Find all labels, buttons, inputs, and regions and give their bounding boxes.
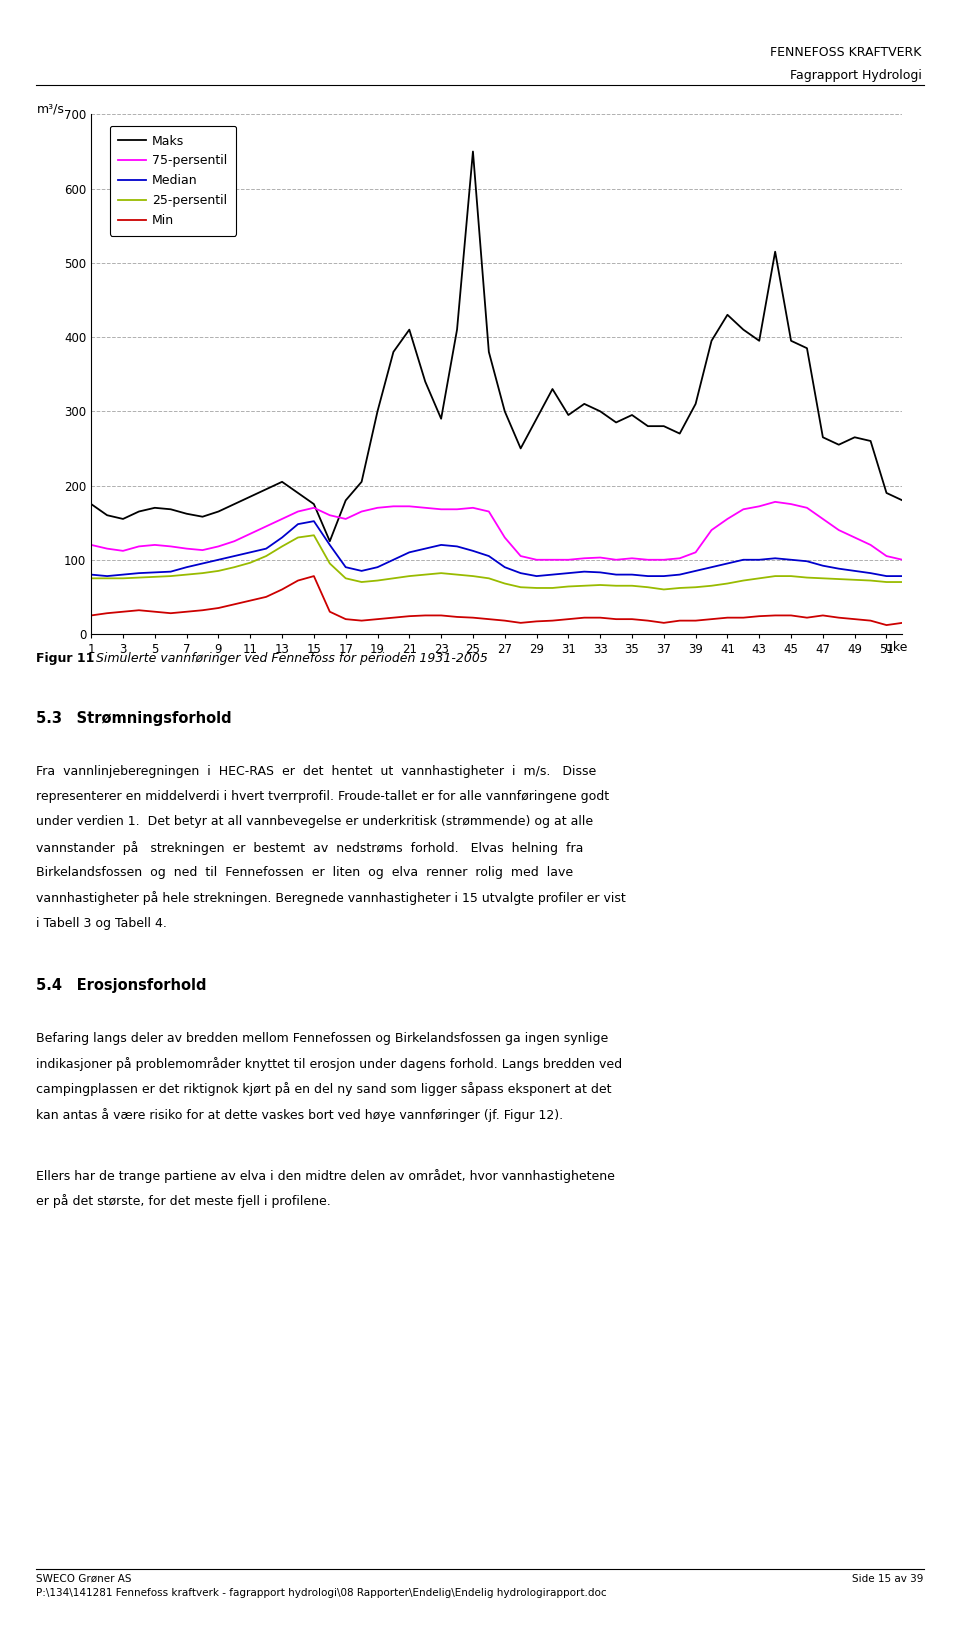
Text: FENNEFOSS KRAFTVERK: FENNEFOSS KRAFTVERK [770, 46, 922, 59]
75-persentil [594, 547, 606, 567]
Text: Ellers har de trange partiene av elva i den midtre delen av området, hvor vannha: Ellers har de trange partiene av elva i … [36, 1170, 615, 1183]
Maks [546, 379, 558, 399]
25-persentil [626, 575, 637, 595]
Maks [324, 531, 336, 551]
25-persentil [594, 575, 606, 595]
75-persentil [515, 546, 526, 565]
Maks [388, 342, 399, 361]
Min [308, 567, 320, 587]
Text: 5.4 Erosjonsforhold: 5.4 Erosjonsforhold [36, 979, 207, 993]
Min [897, 613, 908, 632]
Text: Simulerte vannføringer ved Fennefoss for perioden 1931-2005: Simulerte vannføringer ved Fennefoss for… [92, 652, 488, 665]
Line: 25-persentil: 25-persentil [91, 536, 902, 590]
Text: kan antas å være risiko for at dette vaskes bort ved høye vannføringer (jf. Figu: kan antas å være risiko for at dette vas… [36, 1108, 564, 1123]
Min [531, 611, 542, 631]
Text: er på det største, for det meste fjell i profilene.: er på det største, for det meste fjell i… [36, 1194, 331, 1209]
25-persentil [897, 572, 908, 592]
75-persentil [85, 534, 97, 554]
25-persentil [483, 569, 494, 588]
Min [880, 616, 892, 636]
Median [897, 567, 908, 587]
25-persentil [531, 578, 542, 598]
Text: under verdien 1.  Det betyr at all vannbevegelse er underkritisk (strømmende) og: under verdien 1. Det betyr at all vannbe… [36, 815, 593, 828]
75-persentil [626, 549, 637, 569]
75-persentil [531, 551, 542, 570]
Min [149, 601, 160, 621]
Median [642, 567, 654, 587]
25-persentil [85, 569, 97, 588]
Maks [642, 417, 654, 436]
Min [388, 608, 399, 627]
Text: Side 15 av 39: Side 15 av 39 [852, 1574, 924, 1583]
75-persentil [468, 498, 479, 518]
Maks [499, 402, 511, 422]
Text: Befaring langs deler av bredden mellom Fennefossen og Birkelandsfossen ga ingen : Befaring langs deler av bredden mellom F… [36, 1033, 609, 1044]
25-persentil [658, 580, 669, 600]
75-persentil [372, 498, 383, 518]
75-persentil [769, 492, 780, 511]
Median [102, 567, 113, 587]
Text: indikasjoner på problemområder knyttet til erosjon under dagens forhold. Langs b: indikasjoner på problemområder knyttet t… [36, 1057, 623, 1072]
Min [483, 609, 494, 629]
75-persentil [149, 534, 160, 554]
Median [546, 565, 558, 585]
Maks [897, 490, 908, 510]
Text: P:\134\141281 Fennefoss kraftverk - fagrapport hydrologi\08 Rapporter\Endelig\En: P:\134\141281 Fennefoss kraftverk - fagr… [36, 1588, 607, 1598]
Median [499, 557, 511, 577]
Text: Fra  vannlinjeberegningen  i  HEC-RAS  er  det  hentet  ut  vannhastigheter  i  : Fra vannlinjeberegningen i HEC-RAS er de… [36, 765, 597, 778]
Text: Figur 11: Figur 11 [36, 652, 95, 665]
Text: SWECO Grøner AS: SWECO Grøner AS [36, 1574, 132, 1583]
Legend: Maks, 75-persentil, Median, 25-persentil, Min: Maks, 75-persentil, Median, 25-persentil… [109, 126, 236, 235]
Text: 5.3 Strømningsforhold: 5.3 Strømningsforhold [36, 711, 232, 725]
Line: 75-persentil: 75-persentil [91, 502, 902, 560]
Maks [149, 498, 160, 518]
Min [85, 606, 97, 626]
Text: m³/s: m³/s [36, 103, 64, 116]
Text: campingplassen er det riktignok kjørt på en del ny sand som ligger såpass ekspon: campingplassen er det riktignok kjørt på… [36, 1083, 612, 1096]
Line: Median: Median [91, 521, 902, 577]
Line: Maks: Maks [91, 152, 902, 541]
Text: Birkelandsfossen  og  ned  til  Fennefossen  er  liten  og  elva  renner  rolig : Birkelandsfossen og ned til Fennefossen … [36, 866, 574, 879]
Median [611, 565, 622, 585]
Median [85, 565, 97, 585]
Maks [85, 495, 97, 515]
Text: vannstander  på   strekningen  er  bestemt  av  nedstrøms  forhold.   Elvas  hel: vannstander på strekningen er bestemt av… [36, 842, 584, 855]
Text: vannhastigheter på hele strekningen. Beregnede vannhastigheter i 15 utvalgte pro: vannhastigheter på hele strekningen. Ber… [36, 892, 626, 905]
Text: Fagrapport Hydrologi: Fagrapport Hydrologi [790, 69, 922, 82]
75-persentil [897, 551, 908, 570]
Median [308, 511, 320, 531]
Text: representerer en middelverdi i hvert tverrprofil. Froude-tallet er for alle vann: representerer en middelverdi i hvert tve… [36, 791, 610, 802]
Text: uke: uke [885, 641, 907, 654]
Line: Min: Min [91, 577, 902, 626]
25-persentil [149, 567, 160, 587]
Maks [468, 142, 479, 162]
Min [626, 609, 637, 629]
Maks [611, 413, 622, 433]
Text: i Tabell 3 og Tabell 4.: i Tabell 3 og Tabell 4. [36, 917, 167, 930]
Min [594, 608, 606, 627]
Median [165, 562, 177, 582]
25-persentil [388, 569, 399, 588]
25-persentil [308, 526, 320, 546]
Median [403, 542, 415, 562]
